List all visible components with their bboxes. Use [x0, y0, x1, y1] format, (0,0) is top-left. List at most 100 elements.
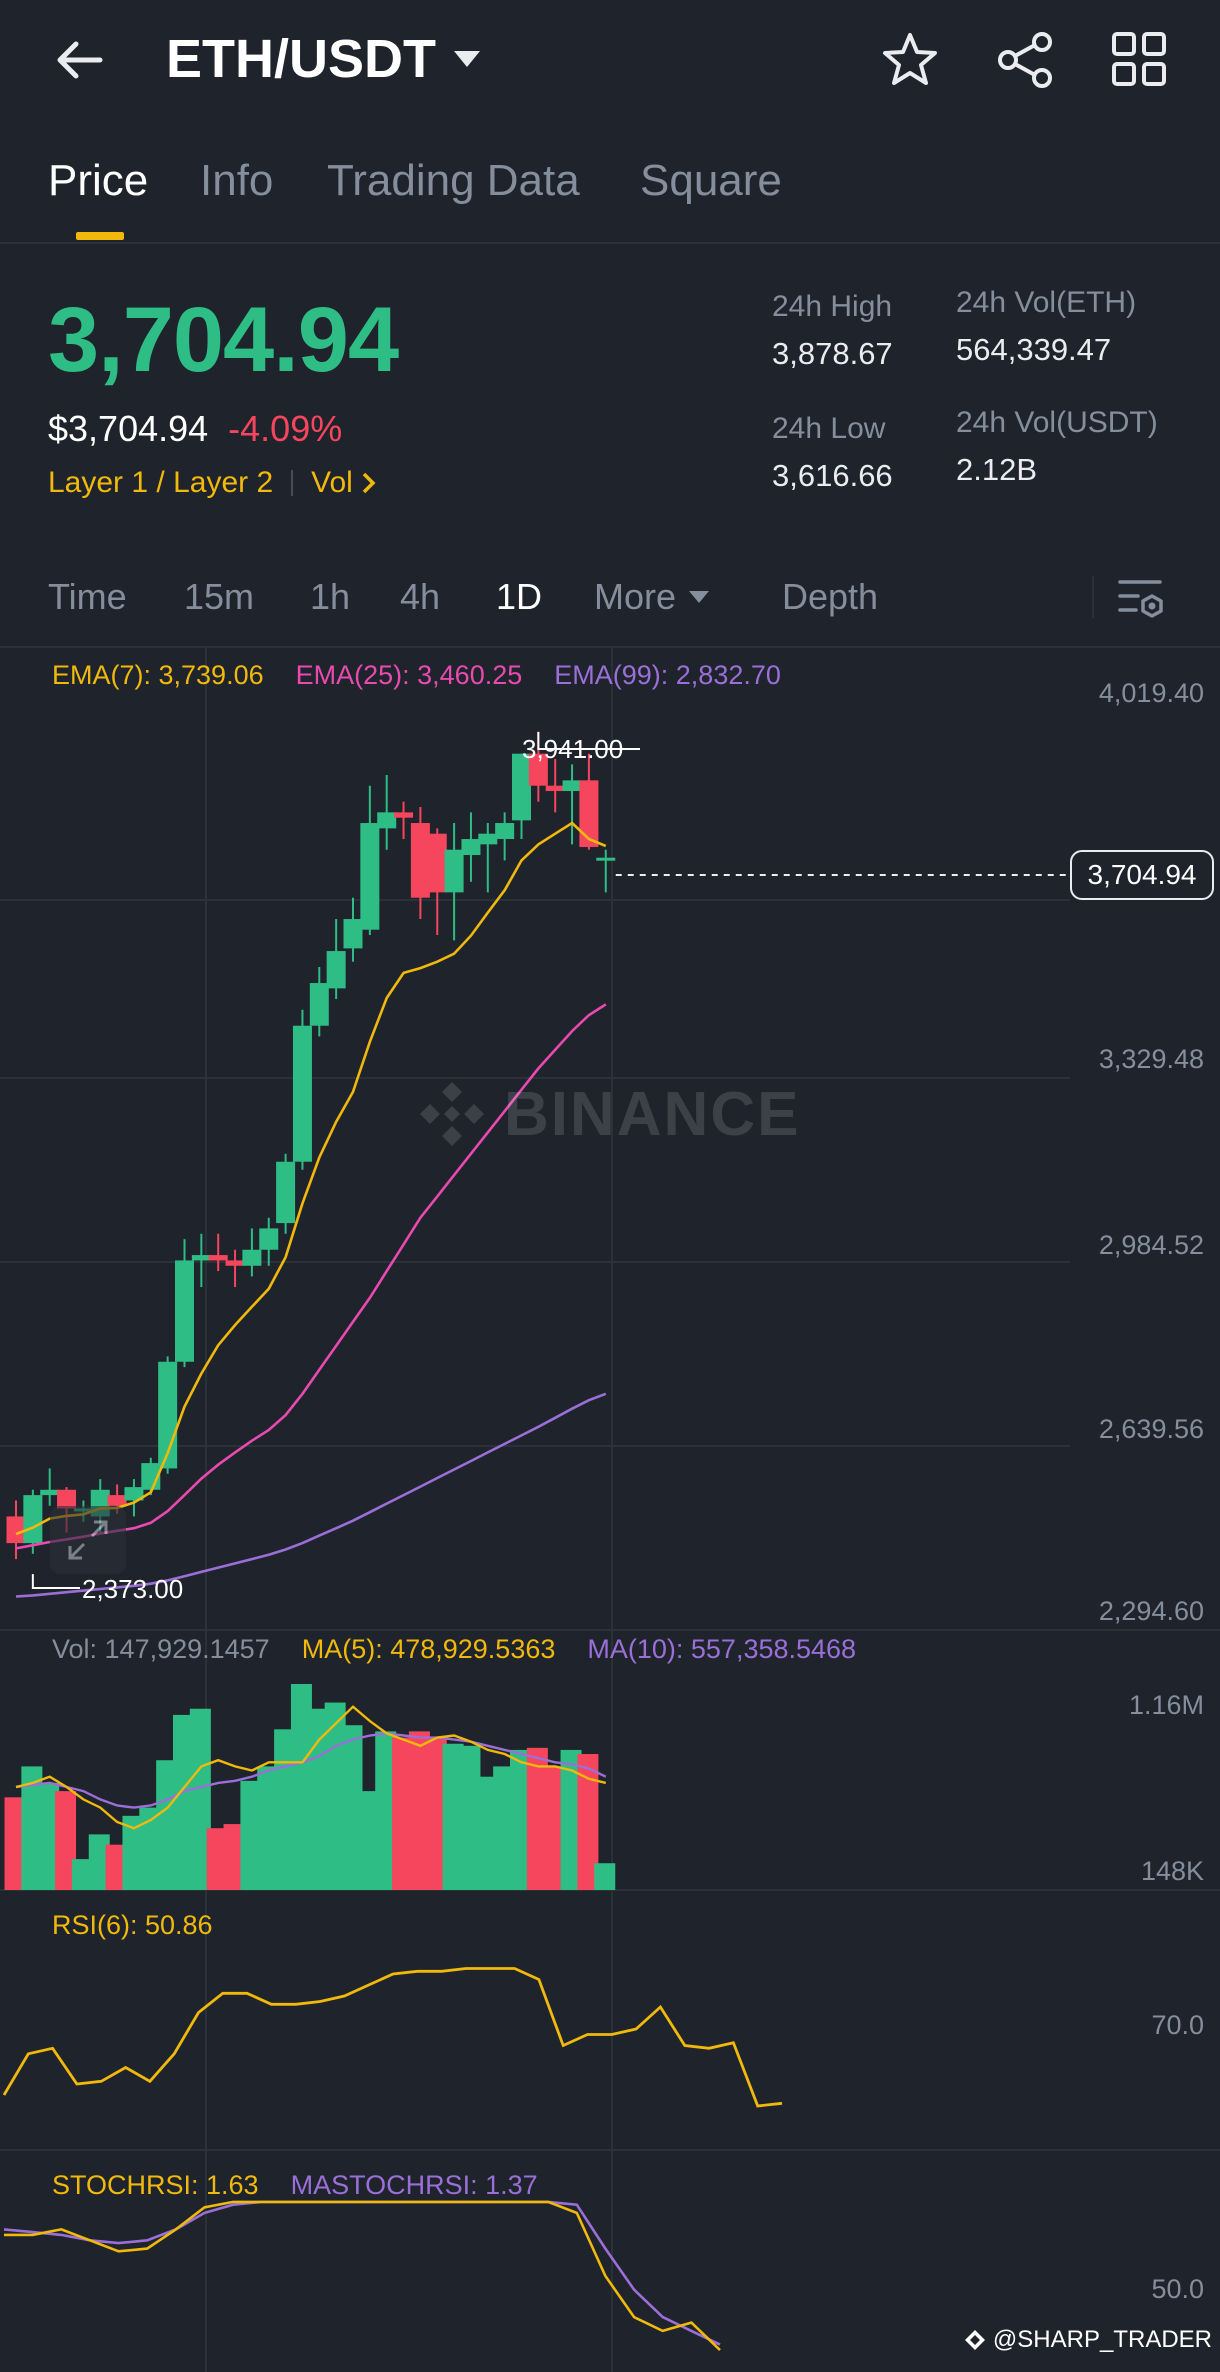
volume-bar [240, 1780, 262, 1890]
credit: @SHARP_TRADER [963, 2326, 1212, 2354]
price-axis-label: 3,329.48 [1098, 1044, 1204, 1074]
volume-bar [139, 1807, 161, 1890]
high-value: 3,878.67 [772, 336, 893, 371]
kline-chart[interactable] [0, 640, 1220, 2372]
ema-legend: EMA(7): 3,739.06 EMA(25): 3,460.25 EMA(9… [52, 660, 781, 691]
ema7-label: EMA(7): 3,739.06 [52, 660, 264, 690]
stochrsi-legend: STOCHRSI: 1.63 MASTOCHRSI: 1.37 [52, 2170, 538, 2201]
interval-more-label: More [594, 576, 677, 617]
volume-bar [274, 1729, 296, 1890]
caret-down-icon [688, 590, 710, 604]
caret-down-icon [452, 49, 482, 69]
volume-ma5-line [15, 1705, 607, 1830]
mastochrsi-label: MASTOCHRSI: 1.37 [290, 2170, 538, 2200]
grid-menu-icon[interactable] [1110, 30, 1170, 90]
candle [427, 833, 447, 893]
candle [545, 785, 565, 792]
volume-bar [358, 1791, 380, 1890]
volume-bar [257, 1766, 279, 1890]
vol-usdt-label: 24h Vol(USDT) [956, 406, 1158, 439]
high-marker-label: 3,941.00 [522, 734, 624, 764]
candle [326, 951, 346, 989]
interval-depth[interactable]: Depth [782, 576, 879, 617]
ema99-label: EMA(99): 2,832.70 [554, 660, 781, 690]
volume-bar [4, 1797, 26, 1890]
candle [461, 839, 481, 856]
vol-link[interactable]: Vol [311, 466, 353, 499]
usd-price: $3,704.94 -4.09% [48, 408, 342, 450]
candle [360, 823, 380, 930]
rsi-label: RSI(6): 50.86 [52, 1910, 213, 1940]
volume-bar [459, 1745, 481, 1890]
interval-1h[interactable]: 1h [310, 576, 351, 617]
ema99-line [15, 1392, 607, 1598]
interval-divider-line [0, 646, 1220, 648]
tabs-divider [0, 242, 1220, 244]
candle [528, 753, 548, 786]
interval-time[interactable]: Time [48, 576, 127, 617]
category-tag[interactable]: Layer 1 / Layer 2 [48, 466, 274, 499]
volume-bar [173, 1714, 194, 1890]
candle [276, 1161, 296, 1224]
tab-price[interactable]: Price [48, 156, 149, 205]
chart-settings-icon[interactable] [1116, 574, 1166, 624]
stochrsi-line [4, 2200, 721, 2352]
watermark-text: BINANCE [504, 1079, 801, 1149]
tab-trading-data[interactable]: Trading Data [327, 156, 580, 205]
volume-ma10-line [15, 1732, 607, 1809]
current-price-tag[interactable]: 3,704.94 [1070, 850, 1214, 900]
volume-bar [392, 1737, 414, 1890]
candle [259, 1228, 279, 1250]
candle [6, 1516, 26, 1544]
interval-15m[interactable]: 15m [184, 576, 255, 617]
candle [175, 1260, 194, 1362]
star-icon[interactable] [880, 30, 940, 90]
volume-bar [442, 1743, 464, 1890]
volume-bar [156, 1760, 178, 1890]
volume-bar [122, 1815, 144, 1890]
interval-1d[interactable]: 1D [496, 576, 543, 617]
interval-divider [1092, 576, 1094, 618]
ema7-line [15, 821, 607, 1536]
current-price-value: 3,704.94 [1087, 859, 1197, 890]
price-axis-label: 4,019.40 [1098, 678, 1204, 708]
candle [191, 1255, 211, 1261]
vol-ma5-label: MA(5): 478,929.5363 [301, 1634, 556, 1664]
price-axis-label: 2,294.60 [1098, 1596, 1204, 1626]
tab-square[interactable]: Square [640, 156, 782, 205]
share-icon[interactable] [996, 30, 1056, 90]
interval-4h[interactable]: 4h [400, 576, 441, 617]
candle [225, 1260, 245, 1266]
candle [444, 849, 464, 893]
high-label: 24h High [772, 290, 893, 323]
rsi-axis-label: 70.0 [1151, 2010, 1204, 2040]
back-arrow-icon[interactable] [50, 30, 110, 90]
volume-bar [408, 1731, 430, 1890]
stochrsi-label: STOCHRSI: 1.63 [52, 2170, 259, 2200]
stochrsi-axis-label: 50.0 [1151, 2274, 1204, 2304]
diamond-logo-icon [963, 2328, 987, 2352]
interval-more[interactable]: More [594, 576, 710, 618]
tag-divider [291, 470, 294, 496]
volume-bar [38, 1782, 60, 1890]
candle [343, 919, 363, 949]
tab-info[interactable]: Info [200, 156, 274, 205]
collapse-chart-button[interactable] [50, 1506, 126, 1574]
candle [596, 857, 616, 861]
candle [309, 983, 329, 1026]
candle [124, 1487, 144, 1501]
volume-bar [577, 1754, 599, 1890]
vol-label: Vol: 147,929.1457 [52, 1634, 270, 1664]
volume-bar [526, 1747, 548, 1890]
pair-selector[interactable]: ETH/USDT [166, 28, 482, 90]
price-axis-label: 2,639.56 [1098, 1414, 1204, 1444]
price-axis-label: 2,984.52 [1098, 1230, 1204, 1260]
volume-bar [105, 1844, 127, 1890]
candle [23, 1495, 43, 1544]
vol-eth-label: 24h Vol(ETH) [956, 286, 1137, 319]
candle [512, 753, 531, 821]
volume-bar [206, 1828, 228, 1890]
candle [107, 1495, 127, 1506]
volume-bar [341, 1725, 363, 1890]
candle [57, 1489, 77, 1509]
